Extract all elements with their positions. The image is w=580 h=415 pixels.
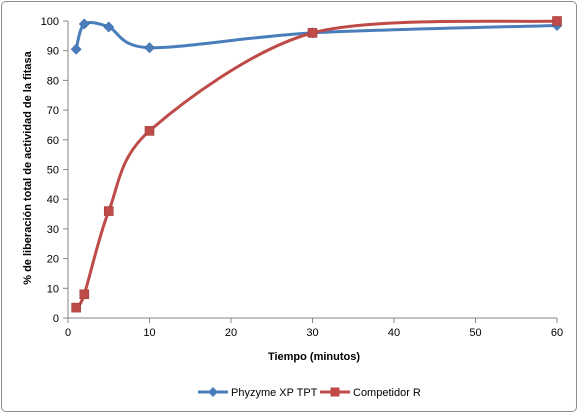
axes xyxy=(63,20,558,323)
y-tick-label: 40 xyxy=(47,194,59,206)
y-tick-label: 10 xyxy=(47,283,59,295)
x-tick-label: 30 xyxy=(306,327,318,339)
series-lines xyxy=(74,19,558,309)
data-point-diamond xyxy=(78,18,90,30)
x-tick-label: 0 xyxy=(65,327,71,339)
legend-label-2: Competidor R xyxy=(353,387,421,399)
data-point-square xyxy=(144,126,155,136)
y-tick-label: 50 xyxy=(47,165,59,177)
legend: Phyzyme XP TPT Competidor R xyxy=(198,387,421,399)
data-point-square xyxy=(103,206,114,216)
data-point-square xyxy=(307,28,318,38)
legend-marker-diamond xyxy=(208,387,218,397)
series-markers xyxy=(70,16,563,313)
x-tick-label: 50 xyxy=(469,327,481,339)
y-tick-label: 30 xyxy=(47,224,59,236)
x-tick-label: 40 xyxy=(388,327,400,339)
y-tick-label: 60 xyxy=(47,135,59,147)
y-tick-label: 0 xyxy=(53,313,59,325)
data-point-diamond xyxy=(144,42,155,54)
x-tick-label: 60 xyxy=(551,327,563,339)
x-tick-labels: 0 10 20 30 40 50 60 xyxy=(65,327,563,339)
x-tick-label: 10 xyxy=(143,327,155,339)
data-point-diamond xyxy=(103,21,115,33)
y-tick-label: 20 xyxy=(47,254,59,266)
y-tick-label: 90 xyxy=(47,46,59,58)
x-tick-label: 20 xyxy=(225,327,237,339)
data-point-square xyxy=(79,289,90,300)
y-tick-labels: 0 10 20 30 40 50 60 70 80 90 100 xyxy=(41,16,59,325)
y-tick-label: 80 xyxy=(47,75,59,87)
y-tick-label: 70 xyxy=(47,105,59,117)
legend-marker-square xyxy=(330,387,340,397)
x-axis-title: Tiempo (minutos) xyxy=(268,351,360,363)
data-point-square xyxy=(552,16,562,26)
y-tick-label: 100 xyxy=(41,16,59,28)
y-axis-title: % de liberación total de actividad de la… xyxy=(22,50,34,284)
data-point-diamond xyxy=(70,43,82,55)
legend-label-1: Phyzyme XP TPT xyxy=(231,387,318,399)
data-point-square xyxy=(71,302,81,313)
series-line-2 xyxy=(74,19,558,309)
